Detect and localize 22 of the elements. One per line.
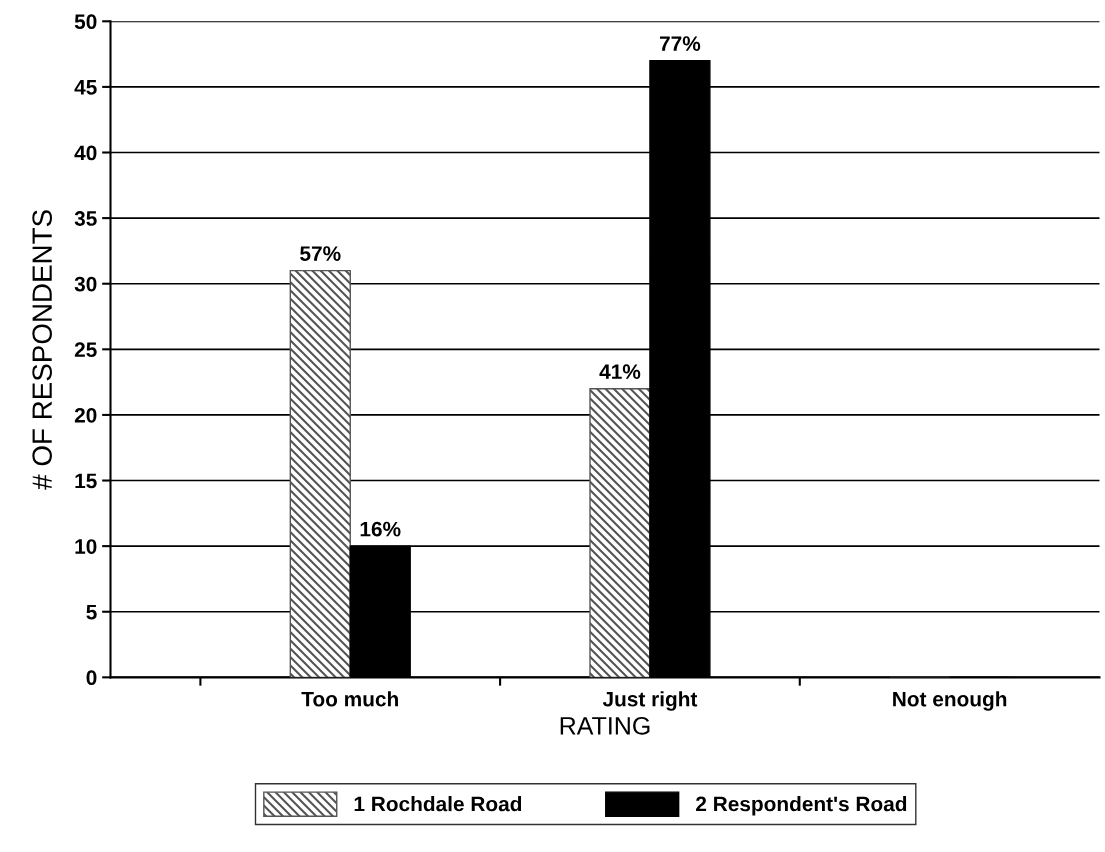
x-tick-label: Not enough [893, 691, 1007, 711]
legend-label: 1 Rochdale Road [354, 796, 522, 812]
legend-label: 2 Respondent's Road [696, 796, 907, 816]
x-axis-title: RATING [560, 716, 650, 735]
annotation: 41% [599, 364, 641, 379]
y-tick-label: 40 [74, 145, 97, 161]
y-tick-label: 50 [74, 14, 97, 30]
y-tick-label: 5 [86, 604, 97, 620]
annotation: 16% [360, 521, 401, 537]
y-axis-title: # OF RESPONDENTS [32, 210, 52, 490]
y-tick-label: 30 [74, 276, 97, 292]
y-tick-label: 10 [75, 539, 97, 554]
x-tick-label: Too much [301, 691, 398, 707]
y-tick-label: 25 [74, 342, 97, 358]
y-tick-label: 15 [75, 473, 97, 489]
annotation: 57% [300, 246, 341, 261]
y-tick-label: 45 [74, 80, 97, 95]
y-tick-label: 0 [86, 670, 97, 686]
y-tick-label: 35 [74, 211, 97, 226]
x-tick-label: Just right [602, 691, 698, 711]
annotation: 77% [659, 36, 701, 51]
y-tick-label: 20 [74, 407, 97, 423]
